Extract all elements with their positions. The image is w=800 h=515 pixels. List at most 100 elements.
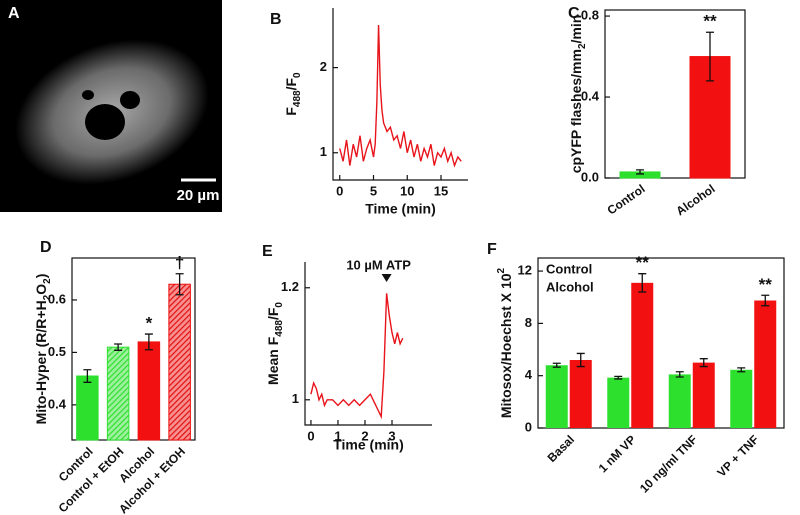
- panel-label: F: [487, 241, 497, 258]
- panel-label: B: [270, 11, 282, 28]
- bar: [692, 362, 715, 428]
- y-axis-label: Mitosox/Hoechst X 102: [496, 267, 514, 418]
- x-tick-label: 1: [334, 428, 341, 443]
- label-script: 2: [42, 278, 53, 284]
- y-axis-label: F488/F0: [283, 72, 303, 116]
- x-tick-label: Basal: [545, 432, 578, 465]
- label-text: /F: [283, 77, 299, 90]
- label-text: cpYFP flashes/mm: [568, 49, 584, 173]
- label-text: /F: [265, 307, 281, 320]
- significance-label: **: [759, 275, 773, 294]
- y-tick-label: 0.8: [581, 8, 599, 23]
- x-axis-label: Time (min): [333, 437, 404, 453]
- error-bar: [114, 343, 123, 351]
- panel-label: D: [40, 239, 52, 256]
- plot-frame: [604, 9, 746, 179]
- panel-label: E: [262, 243, 273, 260]
- y-tick-label: 12: [518, 263, 532, 278]
- x-tick-label: 0: [307, 428, 314, 443]
- bar: [168, 283, 191, 441]
- legend-entry: Alcohol: [546, 279, 594, 294]
- y-axis-label: cpYFP flashes/mm2/min: [568, 15, 588, 174]
- plot-frame: [71, 257, 196, 441]
- y-tick-label: 8: [525, 315, 532, 330]
- error-bar: [614, 375, 623, 380]
- error-bar: [175, 273, 184, 296]
- bar: [668, 374, 691, 428]
- legend-entry: Control: [546, 261, 592, 276]
- x-tick-label: 5: [370, 183, 377, 198]
- scale-bar-label: 20 µm: [177, 187, 220, 204]
- x-tick-label: 15: [434, 183, 448, 198]
- y-tick-label: 0.5: [48, 344, 66, 359]
- axis-lines: [304, 262, 432, 426]
- data-line: [310, 293, 404, 420]
- bar: [754, 300, 777, 428]
- y-tick-label: 1: [292, 391, 299, 406]
- label-text: F: [283, 107, 299, 116]
- label-text: Mean F: [265, 336, 281, 385]
- bar: [137, 341, 161, 441]
- significance-label: *: [146, 314, 153, 333]
- error-bar: [576, 352, 585, 368]
- bar: [569, 360, 592, 428]
- x-tick-label: 3: [388, 428, 395, 443]
- error-bar: [706, 31, 714, 82]
- x-tick-label: 2: [361, 428, 368, 443]
- label-text: Mitosox/Hoechst X 10: [498, 273, 514, 418]
- label-script: 0: [274, 302, 285, 308]
- y-tick-label: 0: [525, 419, 532, 434]
- error-bar: [552, 362, 561, 368]
- annotation: 10 µM ATP: [346, 257, 411, 272]
- error-bar: [144, 333, 153, 351]
- label-script: 2: [42, 294, 53, 300]
- error-bar: [761, 294, 770, 307]
- annotation-marker: [381, 274, 392, 282]
- bar: [106, 346, 130, 441]
- error-bar: [737, 367, 746, 373]
- y-tick-label: 0.0: [581, 169, 599, 184]
- x-tick-label: Alcohol: [673, 182, 717, 219]
- x-tick-label: VP + TNF: [714, 432, 761, 479]
- error-bar: [638, 273, 647, 293]
- x-tick-label: 10: [400, 183, 414, 198]
- y-tick-label: 0.4: [581, 88, 600, 103]
- y-axis-label: Mean F488/F0: [265, 302, 285, 385]
- significance-label: **: [636, 253, 650, 272]
- label-text: /min: [568, 15, 584, 44]
- x-axis-label: Time (min): [365, 201, 436, 217]
- y-tick-label: 4: [525, 367, 533, 382]
- data-line: [339, 25, 462, 168]
- panel-label: A: [8, 5, 20, 22]
- panel-label: C: [568, 5, 580, 22]
- y-tick-label: 1.2: [281, 279, 299, 294]
- bar: [76, 375, 99, 441]
- bar: [607, 377, 630, 428]
- axis-lines: [332, 8, 468, 181]
- error-bar: [675, 371, 684, 378]
- label-script: 0: [292, 72, 303, 78]
- plot-frame: [537, 257, 785, 429]
- significance-label: †: [175, 253, 184, 272]
- x-tick-label: 1 nM VP: [596, 432, 639, 475]
- label-script: 488: [274, 320, 285, 337]
- label-text: O: [33, 284, 49, 295]
- x-tick-label: 0: [336, 183, 343, 198]
- error-bar: [699, 358, 708, 368]
- y-axis-label: Mito-Hyper (R/R+H2O2): [33, 274, 53, 425]
- label-script: 488: [292, 90, 303, 107]
- y-tick-label: 2: [320, 59, 327, 74]
- error-bar: [83, 369, 92, 383]
- label-text: ): [33, 274, 49, 279]
- y-tick-label: 1: [320, 144, 327, 159]
- bar: [730, 369, 753, 428]
- label-script: 2: [496, 267, 507, 273]
- y-tick-label: 0.6: [48, 291, 66, 306]
- x-tick-label: 10 ng/ml TNF: [637, 432, 700, 495]
- micrograph: [0, 0, 222, 212]
- error-bar: [636, 169, 644, 175]
- x-tick-label: Control: [605, 182, 648, 218]
- y-tick-label: 0.4: [48, 396, 67, 411]
- label-script: 2: [577, 43, 588, 49]
